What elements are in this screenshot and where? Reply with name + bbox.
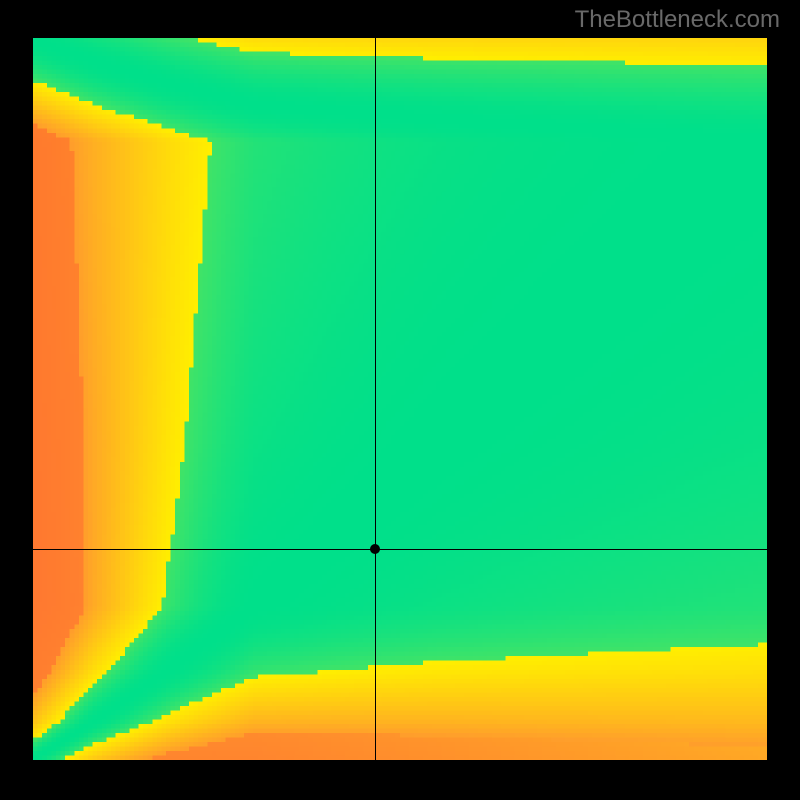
crosshair-horizontal: [33, 549, 767, 550]
attribution-text: TheBottleneck.com: [575, 6, 780, 34]
crosshair-marker: [370, 544, 380, 554]
bottleneck-heatmap: [33, 38, 767, 760]
heatmap-canvas: [33, 38, 767, 760]
crosshair-vertical: [375, 38, 376, 760]
